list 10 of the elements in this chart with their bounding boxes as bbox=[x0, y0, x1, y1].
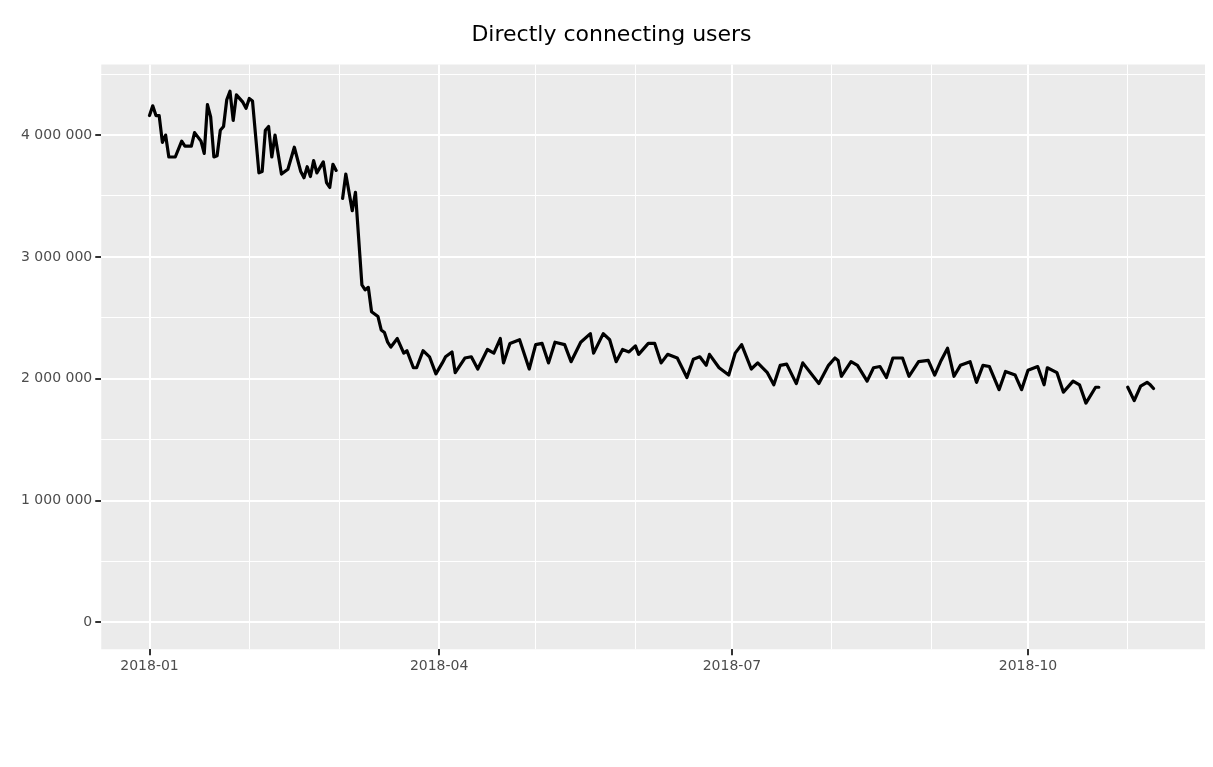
y-tick-label: 3 000 000 bbox=[20, 247, 93, 264]
y-tick-label: 2 000 000 bbox=[20, 369, 93, 386]
y-tick-label: 0 bbox=[83, 613, 93, 630]
x-tick-label: 2018-01 bbox=[120, 657, 179, 674]
y-tick-label: 4 000 000 bbox=[20, 125, 93, 142]
y-tick-label: 1 000 000 bbox=[20, 491, 93, 508]
x-tick-label: 2018-04 bbox=[409, 657, 469, 674]
x-tick-label: 2018-10 bbox=[998, 657, 1058, 674]
x-tick-label: 2018-07 bbox=[702, 657, 762, 674]
chart-title: Directly connecting users bbox=[471, 20, 752, 46]
